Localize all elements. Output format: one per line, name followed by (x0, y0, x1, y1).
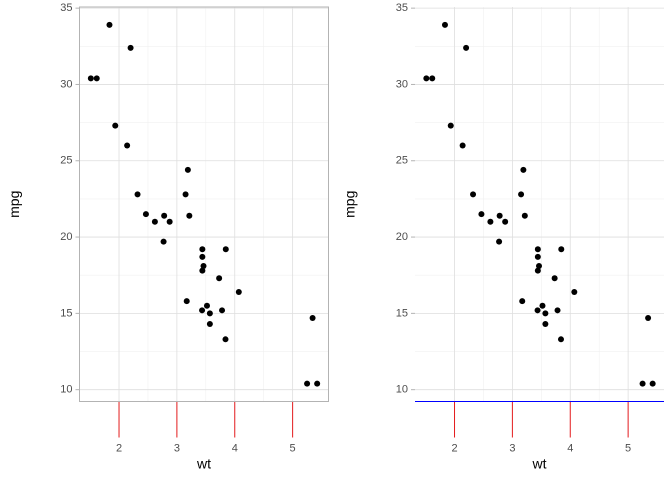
point (235, 289, 242, 296)
y-tick-label: 30 (396, 78, 408, 90)
x-tick-label: 3 (509, 442, 515, 454)
point (534, 267, 541, 274)
y-tick-label: 35 (60, 2, 72, 14)
point (127, 44, 134, 51)
point (557, 336, 564, 343)
point (542, 321, 549, 328)
point (216, 275, 223, 282)
point (571, 289, 578, 296)
x-axis-title: wt (532, 456, 547, 472)
point (639, 380, 646, 387)
y-tick-label: 15 (396, 307, 408, 319)
y-tick-label: 20 (60, 231, 72, 243)
point (166, 218, 173, 225)
point (534, 246, 541, 253)
point (551, 275, 558, 282)
point (87, 75, 94, 82)
point (142, 211, 149, 218)
point (304, 380, 311, 387)
point (314, 380, 321, 387)
point (151, 218, 158, 225)
point (206, 321, 213, 328)
y-tick-label: 25 (396, 155, 408, 167)
point (536, 263, 543, 270)
point (112, 122, 119, 129)
point (539, 302, 546, 309)
point (496, 238, 503, 245)
point (183, 298, 190, 305)
x-tick-label: 5 (625, 442, 631, 454)
point (521, 212, 528, 219)
point (206, 310, 213, 317)
point (199, 307, 206, 314)
point (520, 166, 527, 173)
point (470, 191, 477, 198)
point (463, 44, 470, 51)
point (534, 253, 541, 260)
y-tick-label: 10 (396, 384, 408, 396)
y-tick-label: 20 (396, 231, 408, 243)
x-tick-label: 3 (174, 442, 180, 454)
y-axis-title: mpg (6, 191, 22, 218)
x-tick-label: 2 (116, 442, 122, 454)
x-axis-title: wt (196, 456, 211, 472)
y-axis-title: mpg (342, 191, 358, 218)
point (558, 246, 565, 253)
x-tick-label: 4 (567, 442, 573, 454)
point (478, 211, 485, 218)
point (309, 314, 316, 321)
y-tick-label: 10 (60, 384, 72, 396)
point (182, 191, 189, 198)
point (487, 218, 494, 225)
point (93, 75, 100, 82)
point (124, 142, 131, 149)
point (199, 246, 206, 253)
point (502, 218, 509, 225)
point (186, 212, 193, 219)
point (554, 307, 561, 314)
x-tick-label: 2 (451, 442, 457, 454)
point (649, 380, 656, 387)
point (534, 307, 541, 314)
point (161, 212, 168, 219)
point (542, 310, 549, 317)
point (423, 75, 430, 82)
point (184, 166, 191, 173)
point (203, 302, 210, 309)
point (447, 122, 454, 129)
point (222, 246, 229, 253)
point (645, 314, 652, 321)
point (199, 267, 206, 274)
y-tick-label: 25 (60, 155, 72, 167)
x-tick-label: 4 (232, 442, 238, 454)
y-tick-label: 15 (60, 307, 72, 319)
x-tick-label: 5 (290, 442, 296, 454)
point (160, 238, 167, 245)
point (134, 191, 141, 198)
point (518, 191, 525, 198)
point (199, 253, 206, 260)
panel-border (79, 6, 329, 402)
y-tick-label: 30 (60, 78, 72, 90)
point (200, 263, 207, 270)
point (496, 212, 503, 219)
point (459, 142, 466, 149)
point (222, 336, 229, 343)
point (106, 21, 113, 28)
point (441, 21, 448, 28)
y-tick-label: 35 (396, 2, 408, 14)
point (519, 298, 526, 305)
point (429, 75, 436, 82)
point (219, 307, 226, 314)
